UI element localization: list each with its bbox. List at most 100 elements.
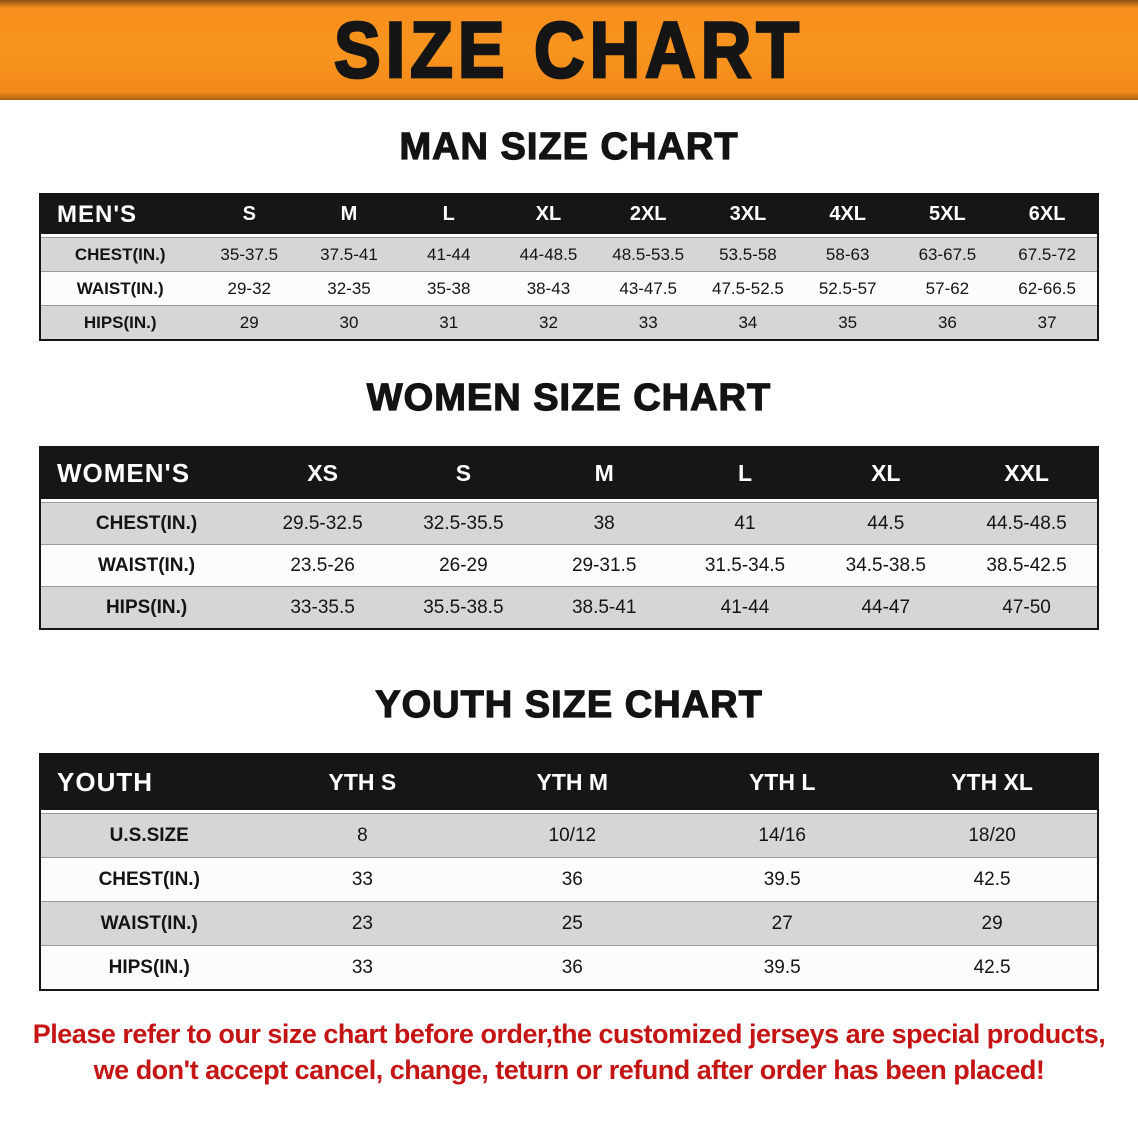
table-row: HIPS(IN.) 33-35.5 35.5-38.5 38.5-41 41-44 44-… — [41, 586, 1097, 628]
measurement-value: 38-43 — [526, 278, 571, 298]
measurement-value: 38.5-41 — [571, 596, 637, 618]
womens-heading: WOMEN SIZE CHART — [366, 376, 772, 419]
measurement-value: 58-63 — [825, 244, 870, 264]
size-header-cell: XL — [871, 460, 901, 486]
measurement-value: 44.5-48.5 — [986, 512, 1067, 534]
measurement-label: CHEST(IN.) — [98, 868, 200, 890]
measurement-value: 48.5-53.5 — [612, 244, 685, 264]
size-header-cell: L — [737, 460, 752, 486]
measurement-value: 63-67.5 — [918, 244, 977, 264]
youth-table: YOUTH YTH S YTH M YTH L YTH XL U.S.SIZE 8 10/12… — [39, 753, 1099, 991]
measurement-value: 31 — [439, 312, 459, 332]
measurement-label: HIPS(IN.) — [105, 596, 188, 618]
measurement-value: 33 — [351, 956, 373, 978]
measurement-value: 26-29 — [439, 554, 488, 576]
measurement-value: 41 — [734, 512, 756, 534]
measurement-value: 47.5-52.5 — [712, 278, 784, 298]
mens-heading: MAN SIZE CHART — [399, 125, 739, 168]
measurement-value: 37.5-41 — [320, 244, 378, 264]
womens-table: WOMEN'S XS S M L XL XXL CHEST(IN.) 29.5-32.5 32.5… — [39, 446, 1099, 630]
measurement-value: 34.5-38.5 — [845, 554, 926, 576]
table-title-cell: YOUTH — [57, 767, 153, 797]
measurement-label: WAIST(IN.) — [76, 278, 164, 298]
measurement-value: 32 — [539, 312, 558, 332]
table-header-row: YOUTH YTH S YTH M YTH L YTH XL — [41, 755, 1097, 813]
measurement-value: 35.5-38.5 — [423, 596, 504, 618]
measurement-value: 38.5-42.5 — [986, 554, 1067, 576]
table-row: WAIST(IN.) 29-32 32-35 35-38 38-43 43-47.5 47.… — [41, 271, 1097, 305]
table-row: HIPS(IN.) 33 36 39.5 42.5 — [41, 945, 1097, 989]
size-header-cell: XL — [535, 203, 562, 225]
section-womens: WOMEN SIZE CHART WOMEN'S XS S M L XL XXL CHEST(I… — [0, 376, 1138, 630]
size-header-cell: YTH L — [748, 769, 816, 795]
page-title: SIZE CHART — [333, 5, 804, 95]
table-row: HIPS(IN.) 29 30 31 32 33 34 35 36 37 — [41, 305, 1097, 339]
mens-table: MEN'S S M L XL 2XL 3XL 4XL 5XL 6XL CHEST(IN.) 35-37… — [39, 193, 1099, 341]
size-header-cell: 6XL — [1028, 203, 1066, 225]
notice-line-2: we don't accept cancel, change, teturn o… — [93, 1055, 1045, 1085]
measurement-label: CHEST(IN.) — [95, 512, 198, 534]
order-notice: Please refer to our size chart before or… — [0, 1019, 1138, 1086]
measurement-value: 38 — [593, 512, 615, 534]
measurement-value: 36 — [937, 312, 957, 332]
size-header-cell: XS — [307, 460, 338, 486]
measurement-value: 25 — [561, 912, 583, 934]
measurement-value: 18/20 — [968, 824, 1016, 846]
size-header-cell: 5XL — [929, 203, 966, 225]
measurement-label: HIPS(IN.) — [83, 312, 157, 332]
table-row: CHEST(IN.) 35-37.5 37.5-41 41-44 44-48.5 48.5… — [41, 237, 1097, 271]
measurement-value: 41-44 — [426, 244, 471, 264]
measurement-value: 23.5-26 — [290, 554, 355, 576]
measurement-value: 29-32 — [227, 278, 271, 298]
table-row: WAIST(IN.) 23 25 27 29 — [41, 901, 1097, 945]
size-header-cell: S — [242, 203, 256, 225]
measurement-label: U.S.SIZE — [109, 824, 189, 846]
measurement-value: 29-31.5 — [571, 554, 637, 576]
measurement-value: 29 — [239, 312, 259, 332]
measurement-value: 41-44 — [720, 596, 770, 618]
measurement-value: 33 — [638, 312, 658, 332]
measurement-value: 34 — [738, 312, 758, 332]
table-row: CHEST(IN.) 29.5-32.5 32.5-35.5 38 41 44.5 44.5… — [41, 502, 1097, 544]
measurement-value: 37 — [1037, 312, 1057, 332]
measurement-label: HIPS(IN.) — [108, 956, 190, 978]
measurement-label: WAIST(IN.) — [98, 554, 196, 576]
table-row: CHEST(IN.) 33 36 39.5 42.5 — [41, 857, 1097, 901]
size-charts: MAN SIZE CHART MEN'S S M L XL 2XL 3XL 4XL 5XL 6XL C… — [0, 125, 1138, 991]
size-header-cell: M — [594, 460, 614, 486]
measurement-value: 32-35 — [327, 278, 371, 298]
table-row: WAIST(IN.) 23.5-26 26-29 29-31.5 31.5-34.5 34… — [41, 544, 1097, 586]
measurement-value: 31.5-34.5 — [704, 554, 786, 576]
measurement-value: 36 — [561, 956, 583, 978]
measurement-value: 27 — [771, 912, 793, 934]
table-header-row: WOMEN'S XS S M L XL XXL — [41, 448, 1097, 502]
measurement-value: 35-38 — [426, 278, 471, 298]
measurement-value: 44-47 — [861, 596, 911, 618]
measurement-value: 42.5 — [973, 868, 1011, 890]
section-youth: YOUTH SIZE CHART YOUTH YTH S YTH M YTH L YTH … — [0, 683, 1138, 991]
measurement-value: 29.5-32.5 — [282, 512, 363, 534]
measurement-value: 52.5-57 — [818, 278, 877, 298]
measurement-value: 36 — [561, 868, 583, 890]
measurement-value: 23 — [351, 912, 373, 934]
size-header-cell: YTH M — [536, 769, 609, 795]
table-title-cell: MEN'S — [57, 200, 138, 228]
measurement-value: 53.5-58 — [719, 244, 777, 264]
measurement-value: 14/16 — [758, 824, 806, 846]
measurement-label: CHEST(IN.) — [74, 244, 166, 264]
size-header-cell: YTH S — [328, 769, 397, 795]
measurement-value: 39.5 — [763, 956, 801, 978]
size-header-cell: YTH XL — [951, 769, 1033, 795]
measurement-value: 62-66.5 — [1018, 278, 1076, 298]
size-header-cell: XXL — [1004, 460, 1049, 486]
notice-line-1: Please refer to our size chart before or… — [32, 1019, 1106, 1049]
size-header-cell: L — [442, 203, 455, 225]
measurement-label: WAIST(IN.) — [100, 912, 198, 934]
measurement-value: 32.5-35.5 — [423, 512, 504, 534]
measurement-value: 35 — [838, 312, 858, 332]
size-header-cell: S — [455, 460, 472, 486]
measurement-value: 35-37.5 — [220, 244, 279, 264]
measurement-value: 44-48.5 — [519, 244, 578, 264]
table-row: U.S.SIZE 8 10/12 14/16 18/20 — [41, 813, 1097, 857]
